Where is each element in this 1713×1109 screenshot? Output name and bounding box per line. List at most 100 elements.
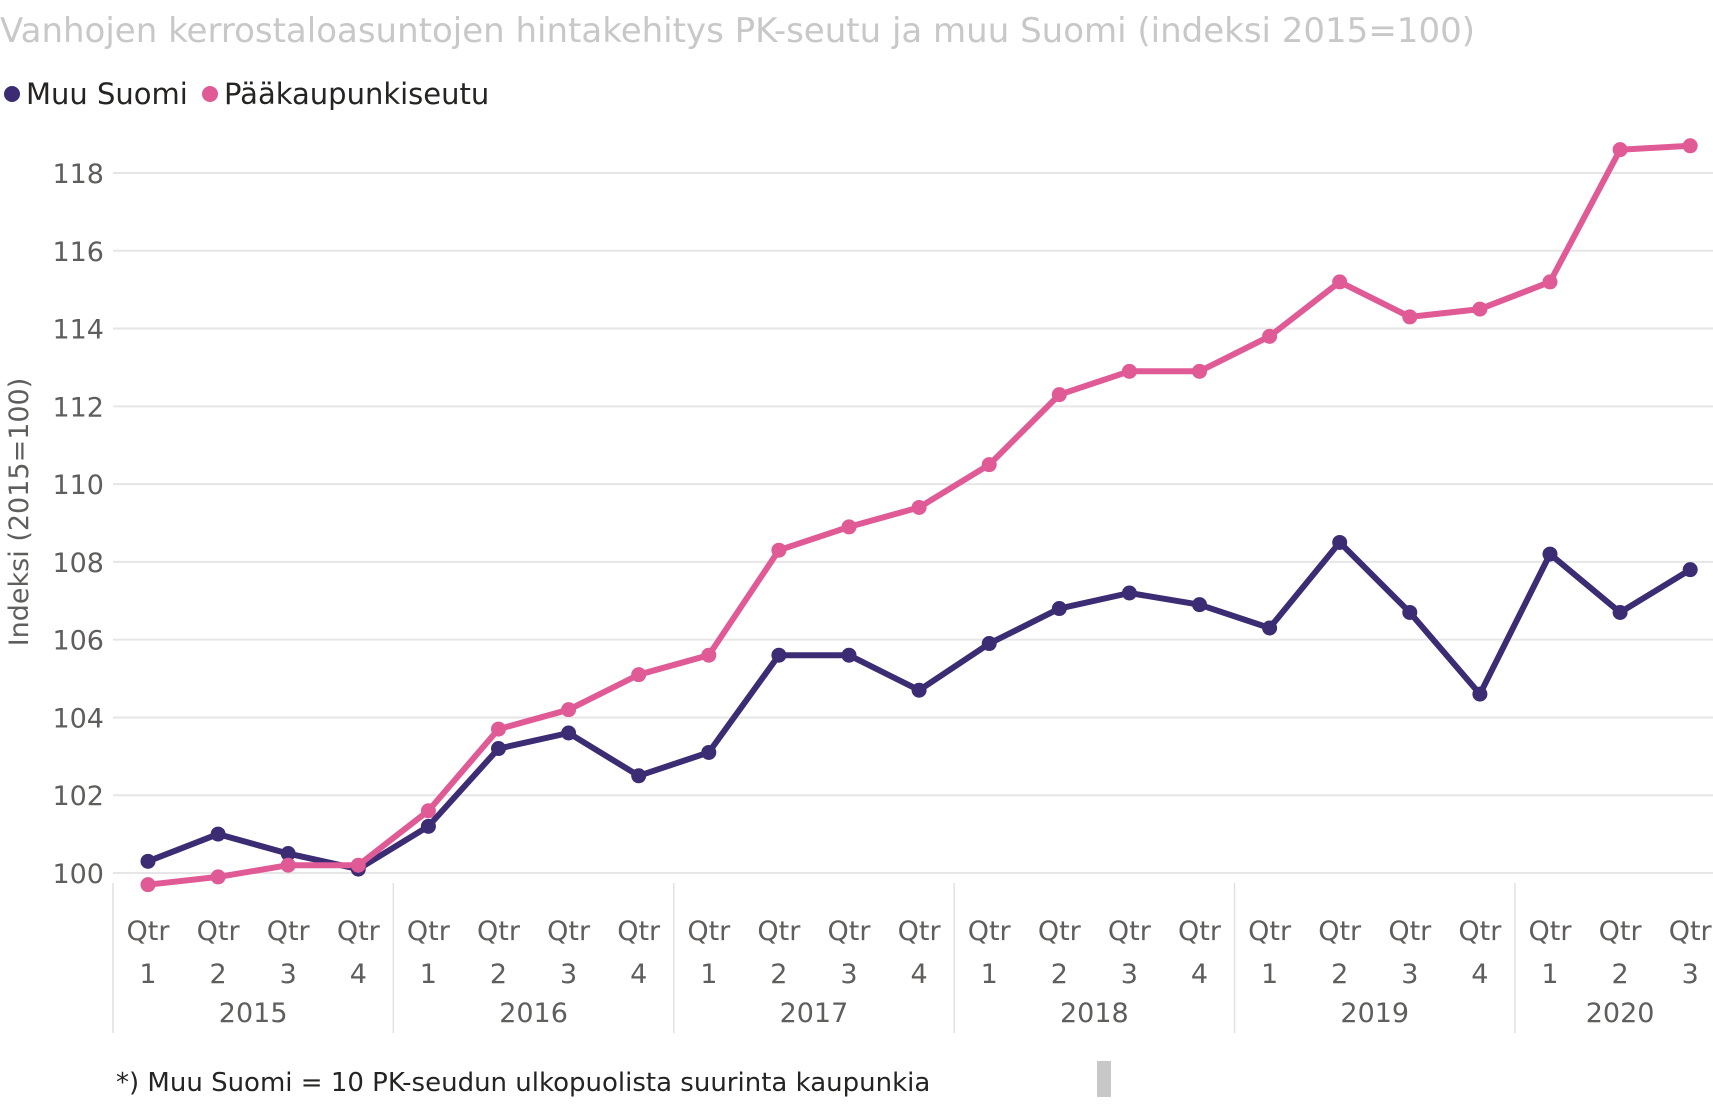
- data-point-paakaupunkiseutu[interactable]: [1542, 274, 1558, 290]
- x-tick-year: 2017: [780, 998, 849, 1029]
- y-tick-label: 112: [52, 392, 104, 423]
- data-point-paakaupunkiseutu[interactable]: [210, 869, 226, 885]
- data-point-paakaupunkiseutu[interactable]: [631, 667, 647, 683]
- x-tick-quarter-prefix: Qtr: [968, 916, 1012, 947]
- data-point-paakaupunkiseutu[interactable]: [140, 877, 156, 893]
- x-tick-quarter-number: 3: [1121, 959, 1138, 990]
- data-point-muu-suomi[interactable]: [420, 818, 436, 834]
- x-tick-quarter-prefix: Qtr: [828, 916, 872, 947]
- y-tick-label: 110: [52, 470, 104, 501]
- x-tick-quarter-number: 3: [1401, 959, 1418, 990]
- x-tick-quarter-prefix: Qtr: [547, 916, 591, 947]
- legend: Muu Suomi Pääkaupunkiseutu: [4, 77, 489, 111]
- data-point-muu-suomi[interactable]: [280, 846, 296, 862]
- x-tick-quarter-number: 4: [350, 959, 367, 990]
- data-point-paakaupunkiseutu[interactable]: [1402, 309, 1418, 325]
- y-tick-label: 116: [52, 237, 104, 268]
- x-tick-quarter-number: 2: [1331, 959, 1348, 990]
- data-point-paakaupunkiseutu[interactable]: [280, 857, 296, 873]
- legend-label-muu-suomi: Muu Suomi: [26, 77, 188, 111]
- data-point-muu-suomi[interactable]: [561, 725, 577, 741]
- series-lines: [145, 142, 1694, 888]
- data-point-paakaupunkiseutu[interactable]: [561, 702, 577, 718]
- x-tick-quarter-number: 3: [560, 959, 577, 990]
- data-point-muu-suomi[interactable]: [1612, 604, 1628, 620]
- x-tick-quarter-number: 4: [630, 959, 647, 990]
- data-point-muu-suomi[interactable]: [1472, 686, 1488, 702]
- data-point-muu-suomi[interactable]: [1542, 546, 1558, 562]
- x-tick-quarter-number: 2: [210, 959, 227, 990]
- data-point-muu-suomi[interactable]: [1192, 597, 1207, 613]
- x-tick-quarter-number: 1: [1541, 959, 1558, 990]
- scroll-handle[interactable]: [1097, 1061, 1111, 1097]
- x-tick-quarter-prefix: Qtr: [1108, 916, 1152, 947]
- x-tick-quarter-prefix: Qtr: [1248, 916, 1292, 947]
- x-tick-year: 2019: [1340, 998, 1409, 1029]
- data-point-paakaupunkiseutu[interactable]: [1332, 274, 1348, 290]
- y-axis-title: Indeksi (2015=100): [4, 378, 35, 647]
- data-point-muu-suomi[interactable]: [1121, 585, 1137, 601]
- x-tick-year: 2016: [499, 998, 568, 1029]
- y-tick-label: 106: [52, 626, 104, 657]
- data-point-paakaupunkiseutu[interactable]: [1121, 363, 1137, 379]
- x-tick-quarter-number: 3: [280, 959, 297, 990]
- x-tick-quarter-number: 1: [420, 959, 437, 990]
- x-tick-quarter-number: 4: [1471, 959, 1488, 990]
- gridlines: [113, 172, 1713, 874]
- x-tick-quarter-prefix: Qtr: [1669, 916, 1713, 947]
- data-point-muu-suomi[interactable]: [1682, 562, 1698, 578]
- data-point-paakaupunkiseutu[interactable]: [1682, 138, 1698, 154]
- data-point-muu-suomi[interactable]: [771, 647, 787, 663]
- data-point-paakaupunkiseutu[interactable]: [1051, 387, 1067, 403]
- data-point-paakaupunkiseutu[interactable]: [981, 457, 997, 473]
- x-tick-quarter-prefix: Qtr: [267, 916, 311, 947]
- y-axis-ticks: 100 102 104 106 108 110 112 114 116 118: [52, 159, 104, 890]
- y-tick-label: 118: [52, 159, 104, 190]
- data-point-paakaupunkiseutu[interactable]: [350, 857, 366, 873]
- x-tick-quarter-number: 2: [1051, 959, 1068, 990]
- y-tick-label: 102: [52, 781, 104, 812]
- x-tick-quarter-prefix: Qtr: [1388, 916, 1432, 947]
- x-tick-quarter-number: 2: [1612, 959, 1629, 990]
- data-point-muu-suomi[interactable]: [911, 682, 927, 698]
- x-tick-quarter-prefix: Qtr: [1178, 916, 1222, 947]
- x-axis: Qtr 1 Qtr 2 Qtr 3 Qtr 4 2015 Qtr 1 Qtr 2 Qtr 3 Qtr 4 2016…: [112, 883, 1713, 1033]
- x-tick-quarter-prefix: Qtr: [1458, 916, 1502, 947]
- data-point-muu-suomi[interactable]: [841, 647, 857, 663]
- data-point-paakaupunkiseutu[interactable]: [771, 542, 787, 558]
- data-point-paakaupunkiseutu[interactable]: [1192, 363, 1207, 379]
- x-tick-quarter-prefix: Qtr: [127, 916, 171, 947]
- data-point-paakaupunkiseutu[interactable]: [841, 519, 857, 535]
- data-point-paakaupunkiseutu[interactable]: [1472, 301, 1488, 317]
- x-tick-quarter-number: 3: [1682, 959, 1699, 990]
- x-tick-quarter-prefix: Qtr: [407, 916, 451, 947]
- data-point-muu-suomi[interactable]: [981, 636, 997, 652]
- data-point-paakaupunkiseutu[interactable]: [1612, 142, 1628, 158]
- data-point-paakaupunkiseutu[interactable]: [491, 721, 506, 737]
- data-point-muu-suomi[interactable]: [631, 768, 647, 784]
- data-point-muu-suomi[interactable]: [701, 744, 717, 760]
- data-point-muu-suomi[interactable]: [1051, 601, 1067, 617]
- series-line-muu-suomi: [145, 539, 1694, 873]
- x-tick-quarter-number: 2: [490, 959, 507, 990]
- x-tick-quarter-prefix: Qtr: [617, 916, 661, 947]
- y-tick-label: 104: [52, 703, 104, 734]
- data-point-muu-suomi[interactable]: [1402, 604, 1418, 620]
- data-point-muu-suomi[interactable]: [210, 826, 226, 842]
- x-tick-year: 2015: [219, 998, 288, 1029]
- data-point-paakaupunkiseutu[interactable]: [420, 803, 436, 819]
- x-tick-quarter-prefix: Qtr: [898, 916, 942, 947]
- x-tick-quarter-prefix: Qtr: [1529, 916, 1573, 947]
- data-point-muu-suomi[interactable]: [140, 853, 156, 869]
- data-point-paakaupunkiseutu[interactable]: [911, 499, 927, 515]
- legend-marker-paakaupunkiseutu: [202, 86, 218, 102]
- x-tick-quarter-number: 1: [139, 959, 156, 990]
- x-tick-quarter-prefix: Qtr: [337, 916, 381, 947]
- data-point-muu-suomi[interactable]: [491, 741, 506, 757]
- data-point-muu-suomi[interactable]: [1332, 534, 1348, 550]
- data-point-paakaupunkiseutu[interactable]: [701, 647, 717, 663]
- data-point-muu-suomi[interactable]: [1262, 620, 1278, 636]
- data-point-paakaupunkiseutu[interactable]: [1262, 328, 1278, 344]
- x-tick-quarter-prefix: Qtr: [197, 916, 241, 947]
